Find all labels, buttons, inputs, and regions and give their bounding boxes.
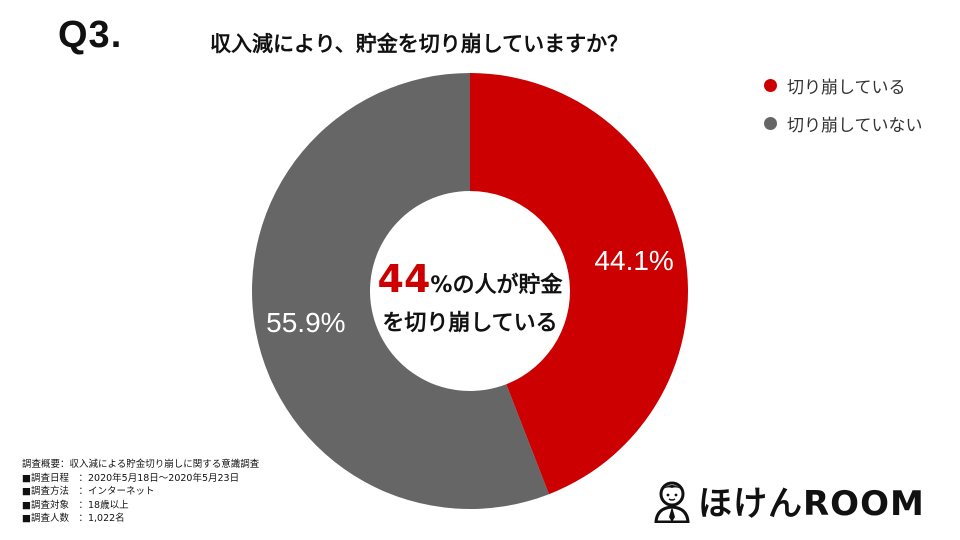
center-highlight-value: 44 [378, 257, 431, 301]
survey-row: ■調査対象 ：18歳以上 [22, 499, 129, 511]
brand-logo: ほけんROOM [652, 476, 925, 525]
legend-item-yes: 切り崩している [764, 72, 923, 98]
survey-row: ■調査方法 ：インターネット [22, 486, 155, 498]
survey-row: ■調査人数 ：1,022名 [22, 513, 125, 525]
legend-label: 切り崩している [787, 77, 906, 98]
legend-marker-icon [764, 78, 777, 92]
slice-value-label: 55.9% [266, 307, 345, 338]
person-avatar-icon [654, 481, 690, 523]
legend-marker-icon [764, 116, 777, 130]
donut-slice-yes [470, 73, 688, 495]
legend: 切り崩している 切り崩していない [764, 72, 923, 148]
survey-overview: 調査概要：収入減による貯金切り崩しに関する意識調査 ■調査日程 ：2020年5月… [22, 458, 259, 526]
slice-value-label: 44.1% [594, 245, 673, 276]
center-caption-line2: を切り崩している [382, 311, 557, 336]
question-number: Q3. [58, 14, 123, 56]
center-caption-rest: %の人が貯金 [430, 272, 563, 298]
donut-slice-no [251, 73, 549, 509]
survey-title: 調査概要：収入減による貯金切り崩しに関する意識調査 [22, 459, 260, 470]
legend-item-no: 切り崩していない [764, 110, 923, 136]
question-title: 収入減により、貯金を切り崩していますか？ [210, 32, 629, 56]
survey-row: ■調査日程 ：2020年5月18日～2020年5月23日 [22, 472, 240, 484]
legend-label: 切り崩していない [787, 115, 923, 136]
brand-logo-text: ほけんROOM [698, 484, 925, 524]
center-caption-line1: 44%の人が貯金 [378, 257, 564, 301]
